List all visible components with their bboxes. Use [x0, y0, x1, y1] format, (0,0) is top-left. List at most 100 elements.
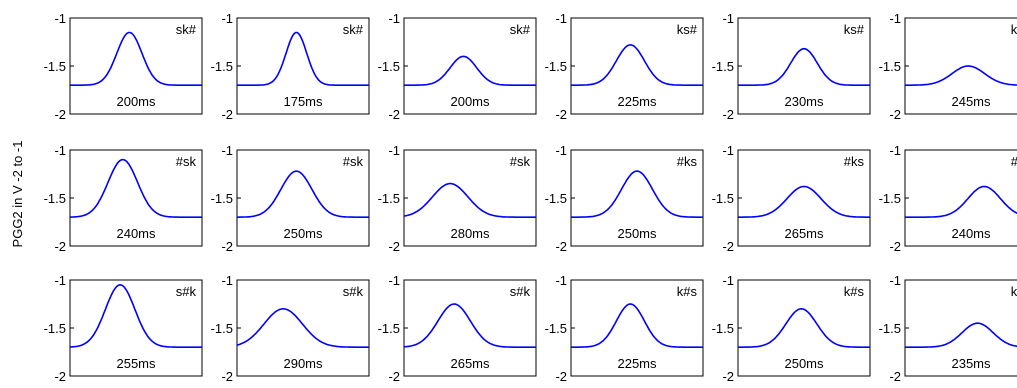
y-tick-label: -1.5 [211, 321, 233, 336]
panel-duration-label: 240ms [116, 226, 156, 241]
y-tick-label: -1 [889, 273, 901, 288]
y-tick-label: -2 [722, 239, 734, 254]
panel-grid: -1 -1.5 -2 sk# 200ms -1 -1.5 -2 sk# 175ms -1 -1.5 -2… [44, 11, 1017, 384]
panel-condition-label: s#k [510, 284, 531, 299]
y-tick-label: -1.5 [545, 59, 567, 74]
panel-condition-label: #ks [677, 154, 698, 169]
series-line [905, 322, 1017, 349]
y-tick-label: -2 [555, 107, 567, 122]
y-tick-label: -1.5 [44, 191, 66, 206]
panel-duration-label: 255ms [116, 356, 156, 371]
panel-duration-label: 200ms [116, 94, 156, 109]
panel: -1 -1.5 -2 k#s 235ms [879, 273, 1017, 384]
panel-condition-label: s#k [343, 284, 364, 299]
panel-duration-label: 200ms [450, 94, 490, 109]
panel: -1 -1.5 -2 #sk 240ms [44, 143, 203, 254]
y-tick-label: -2 [221, 107, 233, 122]
series-line [571, 170, 703, 218]
series-line [403, 182, 536, 218]
panel: -1 -1.5 -2 k#s 250ms [712, 273, 871, 384]
y-tick-label: -2 [388, 369, 400, 384]
y-tick-label: -1.5 [712, 59, 734, 74]
panel-duration-label: 250ms [283, 226, 323, 241]
y-tick-label: -2 [54, 239, 66, 254]
y-tick-label: -2 [889, 107, 901, 122]
series-line [404, 55, 536, 86]
series-line [237, 170, 369, 218]
series-line [571, 44, 703, 86]
y-tick-label: -1.5 [44, 321, 66, 336]
panel-condition-label: sk# [176, 22, 197, 37]
series-line [738, 47, 870, 86]
y-tick-label: -2 [54, 107, 66, 122]
series-line [70, 158, 202, 218]
series-line [905, 185, 1017, 218]
panel-condition-label: k#s [677, 284, 698, 299]
panel-duration-label: 235ms [951, 356, 991, 371]
panel: -1 -1.5 -2 sk# 200ms [378, 11, 537, 122]
panel-duration-label: 230ms [784, 94, 824, 109]
y-tick-label: -1.5 [211, 59, 233, 74]
y-tick-label: -2 [889, 239, 901, 254]
y-tick-label: -1 [54, 143, 66, 158]
panel-condition-label: #sk [510, 154, 531, 169]
y-axis-label: PGG2 in V -2 to -1 [10, 141, 25, 248]
panel: -1 -1.5 -2 #ks 265ms [712, 143, 871, 254]
panel-condition-label: ks# [844, 22, 865, 37]
panel-duration-label: 250ms [784, 356, 824, 371]
y-tick-label: -1 [388, 11, 400, 26]
y-tick-label: -1 [388, 143, 400, 158]
panel-condition-label: sk# [343, 22, 364, 37]
panel-condition-label: sk# [510, 22, 531, 37]
y-tick-label: -1.5 [712, 321, 734, 336]
panel-condition-label: s#k [176, 284, 197, 299]
y-tick-label: -1 [555, 143, 567, 158]
panel-condition-label: #ks [1011, 154, 1017, 169]
panel: -1 -1.5 -2 sk# 175ms [211, 11, 370, 122]
y-tick-label: -1.5 [378, 191, 400, 206]
panel: -1 -1.5 -2 k#s 225ms [545, 273, 704, 384]
panel-condition-label: k#s [1011, 284, 1017, 299]
panel-duration-label: 265ms [450, 356, 490, 371]
series-line [403, 303, 536, 349]
y-tick-label: -2 [722, 107, 734, 122]
y-tick-label: -1 [54, 273, 66, 288]
panel-duration-label: 280ms [450, 226, 490, 241]
y-tick-label: -1 [722, 273, 734, 288]
y-tick-label: -1 [54, 11, 66, 26]
panel: -1 -1.5 -2 ks# 230ms [712, 11, 871, 122]
y-tick-label: -1.5 [879, 321, 901, 336]
y-tick-label: -1 [722, 11, 734, 26]
panel: -1 -1.5 -2 s#k 290ms [211, 273, 370, 384]
panel: -1 -1.5 -2 #sk 280ms [378, 143, 537, 254]
y-tick-label: -1.5 [712, 191, 734, 206]
panel-duration-label: 175ms [283, 94, 323, 109]
y-tick-label: -1.5 [879, 191, 901, 206]
series-line [905, 65, 1017, 86]
y-tick-label: -1.5 [545, 191, 567, 206]
panel-duration-label: 225ms [617, 94, 657, 109]
y-tick-label: -2 [722, 369, 734, 384]
panel-duration-label: 240ms [951, 226, 991, 241]
panel-condition-label: ks# [1011, 22, 1017, 37]
panel-condition-label: k#s [844, 284, 865, 299]
y-tick-label: -2 [54, 369, 66, 384]
y-tick-label: -1.5 [211, 191, 233, 206]
y-tick-label: -2 [555, 369, 567, 384]
y-tick-label: -1.5 [378, 321, 400, 336]
series-line [571, 303, 703, 349]
panel: -1 -1.5 -2 s#k 265ms [378, 273, 537, 384]
series-line [738, 307, 870, 349]
y-tick-label: -2 [221, 239, 233, 254]
panel-duration-label: 250ms [617, 226, 657, 241]
y-tick-label: -1.5 [378, 59, 400, 74]
panel: -1 -1.5 -2 #ks 240ms [879, 143, 1017, 254]
y-tick-label: -1 [555, 11, 567, 26]
y-tick-label: -2 [221, 369, 233, 384]
y-tick-label: -1.5 [44, 59, 66, 74]
y-tick-label: -1 [388, 273, 400, 288]
panel: -1 -1.5 -2 #sk 250ms [211, 143, 370, 254]
series-line [70, 31, 202, 86]
panel-duration-label: 245ms [951, 94, 991, 109]
